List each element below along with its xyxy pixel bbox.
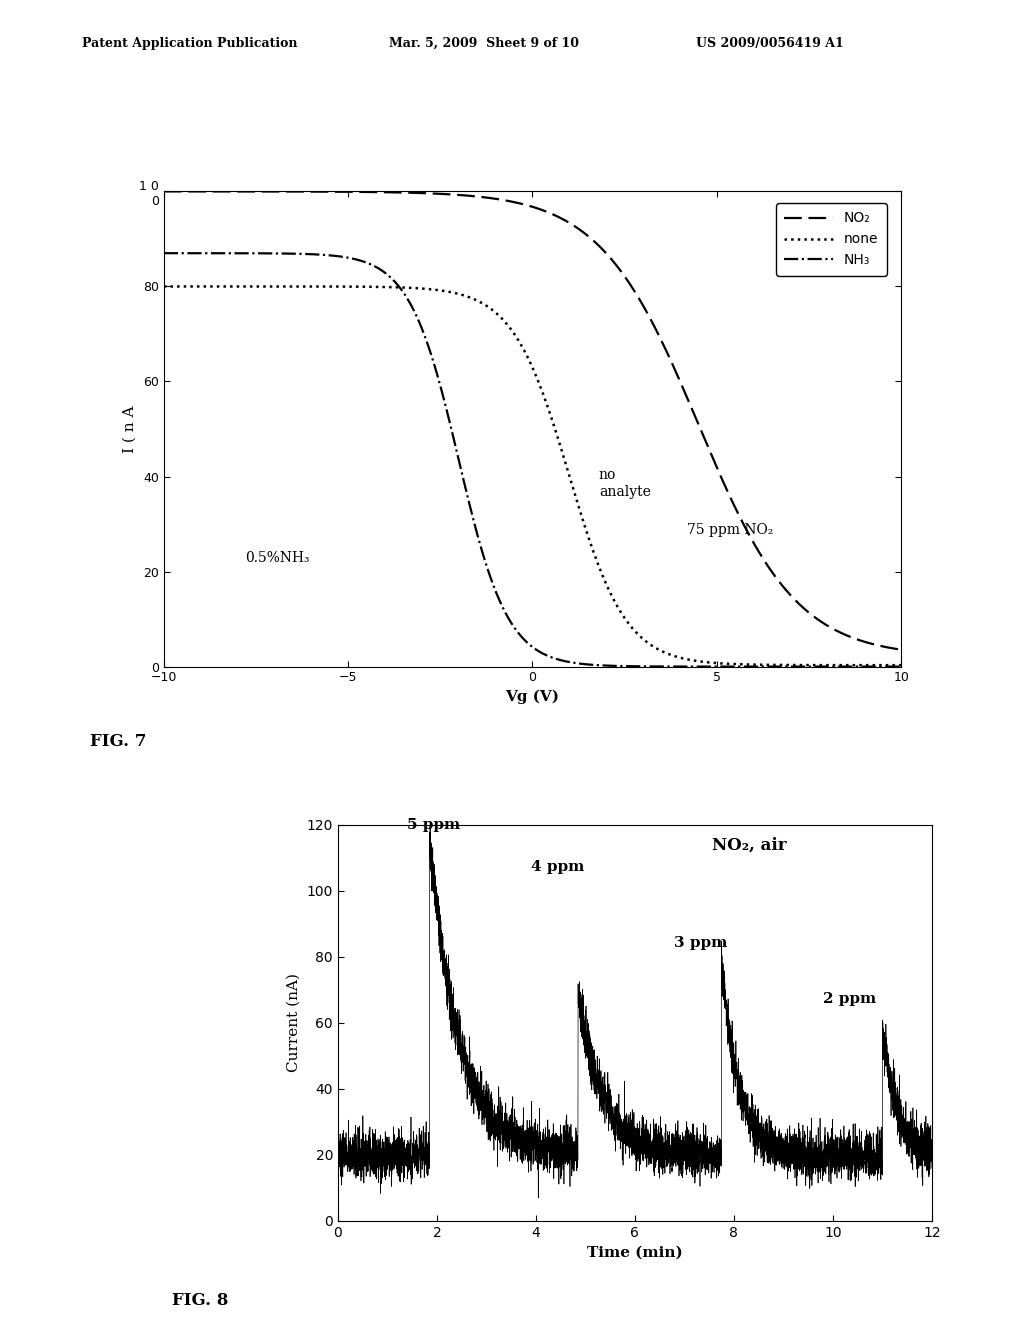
Legend: NO₂, none, NH₃: NO₂, none, NH₃: [776, 203, 887, 276]
Text: Mar. 5, 2009  Sheet 9 of 10: Mar. 5, 2009 Sheet 9 of 10: [389, 37, 580, 50]
Text: 75 ppm NO₂: 75 ppm NO₂: [687, 523, 774, 536]
Text: 3 ppm: 3 ppm: [675, 936, 728, 950]
Text: US 2009/0056419 A1: US 2009/0056419 A1: [696, 37, 844, 50]
Text: 0.5%NH₃: 0.5%NH₃: [245, 550, 309, 565]
Text: no
analyte: no analyte: [599, 469, 650, 499]
X-axis label: Vg (V): Vg (V): [506, 690, 559, 705]
X-axis label: Time (min): Time (min): [587, 1245, 683, 1259]
Text: NO₂, air: NO₂, air: [712, 837, 786, 854]
Text: 5 ppm: 5 ppm: [408, 817, 461, 832]
Text: Patent Application Publication: Patent Application Publication: [82, 37, 297, 50]
Y-axis label: Current (nA): Current (nA): [287, 974, 301, 1072]
Text: 4 ppm: 4 ppm: [530, 861, 585, 874]
Text: 2 ppm: 2 ppm: [823, 993, 877, 1006]
Y-axis label: I ( n A: I ( n A: [122, 405, 136, 453]
Text: FIG. 7: FIG. 7: [90, 733, 146, 750]
Text: FIG. 8: FIG. 8: [172, 1292, 228, 1309]
